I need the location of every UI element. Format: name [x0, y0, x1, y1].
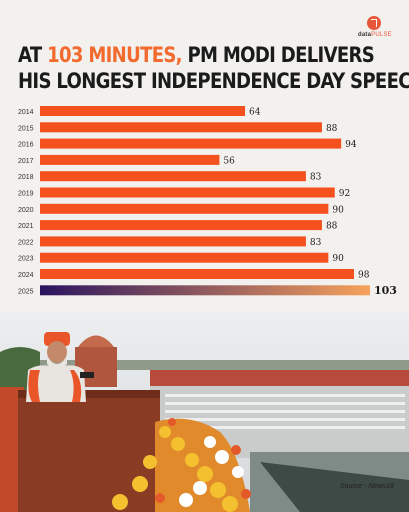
datapulse-logo: dataPULSE [358, 16, 408, 42]
value-label-2016: 94 [345, 140, 357, 150]
headline-accent: 103 minutes, [47, 43, 182, 67]
pulse-logo-icon [367, 16, 381, 30]
source-credit: Source - News18 [340, 483, 394, 490]
year-label-2024: 2024 [18, 272, 34, 279]
year-label-2021: 2021 [18, 223, 34, 230]
bar-2021 [40, 220, 322, 231]
year-label-2014: 2014 [18, 109, 34, 116]
year-label-2022: 2022 [18, 239, 34, 246]
value-label-2017: 56 [223, 156, 235, 166]
headline-prefix: At [18, 43, 48, 67]
bar-2014 [40, 106, 246, 116]
year-label-2017: 2017 [18, 158, 34, 165]
bar-2017 [40, 154, 220, 165]
brand-name: dataPULSE [358, 32, 392, 38]
value-label-2019: 92 [339, 189, 350, 199]
headline-line1-rest: PM Modi delivers [181, 43, 375, 67]
value-label-2021: 88 [326, 222, 338, 232]
value-label-2025: 103 [374, 284, 397, 297]
year-label-2020: 2020 [18, 207, 34, 214]
value-label-2023: 90 [332, 254, 344, 264]
value-label-2018: 83 [310, 173, 322, 183]
bar-2015 [40, 122, 322, 133]
year-label-2023: 2023 [18, 256, 34, 263]
year-label-2018: 2018 [18, 174, 34, 181]
bar-2023 [40, 252, 329, 263]
speech-duration-bar-chart: 2014 64 2015 88 2016 94 2017 56 2018 83 2019 92 2020… [18, 106, 397, 297]
bar-2022 [40, 236, 306, 247]
bar-2024 [40, 269, 354, 279]
red-fort-speech-photo [0, 312, 409, 512]
year-label-2019: 2019 [18, 191, 34, 198]
bar-2016 [40, 138, 342, 149]
value-label-2015: 88 [326, 124, 338, 134]
headline-line-1: At 103 minutes, PM Modi delivers [18, 42, 375, 68]
value-label-2014: 64 [249, 108, 261, 118]
value-label-2024: 98 [358, 271, 370, 281]
bar-2020 [40, 203, 329, 214]
value-label-2020: 90 [332, 205, 344, 215]
year-label-2025: 2025 [18, 288, 34, 295]
year-label-2015: 2015 [18, 125, 34, 132]
value-label-2022: 83 [310, 238, 322, 248]
bar-2019 [40, 187, 335, 198]
bar-2025 [40, 285, 370, 296]
headline-line-2: his longest Independence Day speech [18, 69, 409, 93]
brand-name-light: PULSE [371, 32, 392, 38]
bar-2018 [40, 171, 306, 182]
year-label-2016: 2016 [18, 142, 34, 149]
brand-name-bold: data [358, 32, 372, 38]
headline: At 103 minutes, PM Modi delivers his lon… [18, 42, 409, 94]
